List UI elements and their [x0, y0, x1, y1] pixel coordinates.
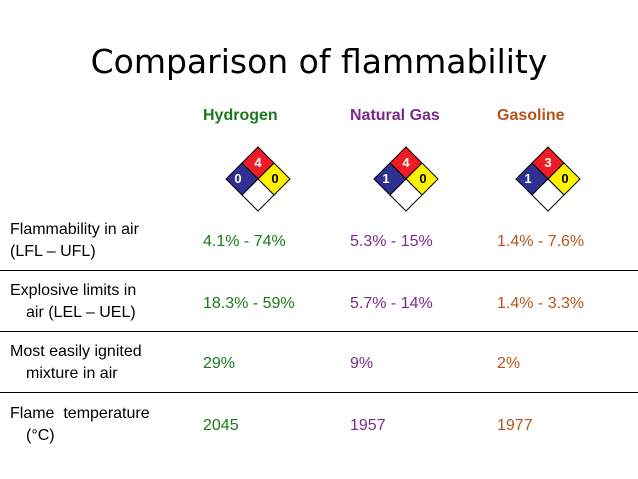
nfpa-flammability-rating: 4: [254, 155, 262, 170]
slide-title: Comparison of flammability: [90, 42, 548, 81]
row-label-flame-temperature: Flame temperature (°C): [10, 403, 150, 447]
row-label-line: (LFL – UFL): [10, 243, 96, 260]
row-label-line: Flammability in air: [10, 221, 139, 238]
cell-hydrogen-ignited: 29%: [203, 355, 236, 372]
cell-gasoline-ignited: 2%: [497, 355, 521, 372]
nfpa-reactivity-rating: 0: [419, 171, 426, 186]
cell-gasoline-flammability: 1.4% - 7.6%: [497, 233, 585, 250]
row-label-line: Explosive limits in: [10, 282, 137, 299]
column-header-hydrogen: Hydrogen: [203, 107, 278, 124]
cell-hydrogen-explosive: 18.3% - 59%: [203, 295, 295, 312]
row-divider: [0, 392, 638, 393]
column-header-natural-gas: Natural Gas: [350, 107, 440, 124]
row-divider: [0, 331, 638, 332]
cell-gasoline-explosive: 1.4% - 3.3%: [497, 295, 585, 312]
nfpa-reactivity-rating: 0: [271, 171, 278, 186]
nfpa-diamond-gasoline: 3 1 0: [515, 146, 581, 212]
cell-hydrogen-temperature: 2045: [203, 417, 239, 434]
nfpa-health-rating: 0: [234, 171, 241, 186]
nfpa-health-rating: 1: [524, 171, 531, 186]
row-label-line: (°C): [26, 427, 55, 444]
cell-natural-gas-explosive: 5.7% - 14%: [350, 295, 433, 312]
cell-natural-gas-flammability: 5.3% - 15%: [350, 233, 433, 250]
nfpa-diamond-hydrogen: 4 0 0: [225, 146, 291, 212]
column-header-gasoline: Gasoline: [497, 107, 565, 124]
row-label-line: Flame temperature: [10, 405, 150, 422]
cell-gasoline-temperature: 1977: [497, 417, 533, 434]
row-label-ignited-mixture: Most easily ignited mixture in air: [10, 341, 142, 385]
cell-hydrogen-flammability: 4.1% - 74%: [203, 233, 286, 250]
row-label-explosive-limits: Explosive limits in air (LEL – UEL): [10, 280, 136, 324]
nfpa-health-rating: 1: [382, 171, 389, 186]
nfpa-diamond-natural-gas: 4 1 0: [373, 146, 439, 212]
nfpa-flammability-rating: 3: [544, 155, 551, 170]
row-label-line: air (LEL – UEL): [26, 304, 136, 321]
row-label-flammability: Flammability in air (LFL – UFL): [10, 219, 139, 263]
cell-natural-gas-temperature: 1957: [350, 417, 386, 434]
cell-natural-gas-ignited: 9%: [350, 355, 374, 372]
row-label-line: Most easily ignited: [10, 343, 142, 360]
row-divider: [0, 270, 638, 271]
nfpa-reactivity-rating: 0: [561, 171, 568, 186]
row-label-line: mixture in air: [26, 365, 118, 382]
nfpa-flammability-rating: 4: [402, 155, 410, 170]
